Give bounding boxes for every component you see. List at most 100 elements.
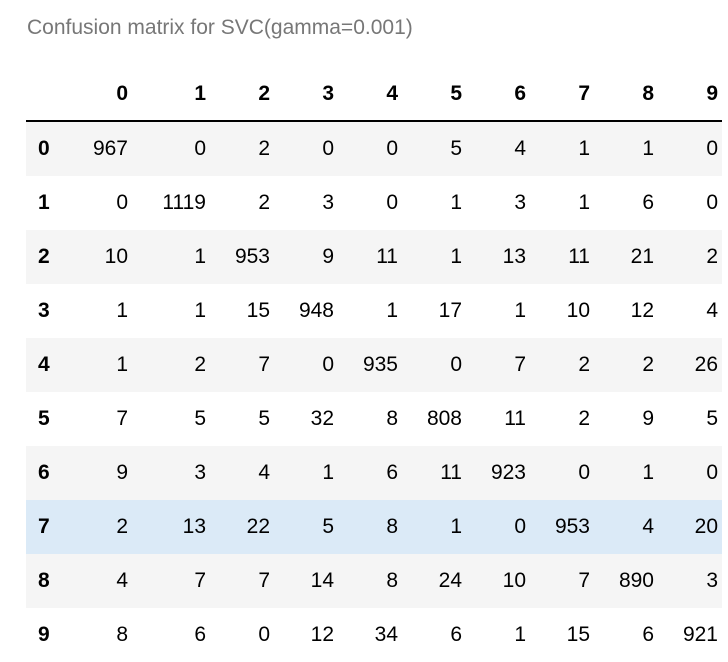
table-cell: 948 xyxy=(298,299,334,322)
table-cell: 22 xyxy=(246,515,270,538)
table-cell: 4 xyxy=(258,461,270,484)
table-cell: 1 xyxy=(194,245,206,268)
table-cell: 0 xyxy=(322,353,334,376)
table-cell: 3 xyxy=(706,569,718,592)
table-cell: 12 xyxy=(310,623,334,646)
row-header: 1 xyxy=(38,191,50,214)
table-cell: 5 xyxy=(322,515,334,538)
row-header: 6 xyxy=(38,461,50,484)
table-cell: 1 xyxy=(450,245,462,268)
table-cell: 5 xyxy=(450,137,462,160)
column-header: 4 xyxy=(334,68,398,122)
table-cell: 5 xyxy=(706,407,718,430)
table-cell: 0 xyxy=(706,461,718,484)
table-cell: 967 xyxy=(92,137,128,160)
row-header: 5 xyxy=(38,407,50,430)
table-cell: 6 xyxy=(642,623,654,646)
table-cell: 1 xyxy=(322,461,334,484)
table-cell: 10 xyxy=(566,299,590,322)
table-cell: 0 xyxy=(578,461,590,484)
table-cell: 8 xyxy=(116,623,128,646)
table-cell: 6 xyxy=(194,623,206,646)
table-cell: 24 xyxy=(438,569,462,592)
table-cell: 5 xyxy=(258,407,270,430)
column-header: 5 xyxy=(398,68,462,122)
table-cell: 11 xyxy=(440,461,462,484)
table-cell: 13 xyxy=(502,245,526,268)
table-cell: 21 xyxy=(630,245,654,268)
table-row: 6 9 3 4 1 6 11 923 0 1 0 xyxy=(26,446,722,500)
table-cell: 7 xyxy=(258,569,270,592)
row-header: 3 xyxy=(38,299,50,322)
column-header: 2 xyxy=(206,68,270,122)
table-caption: Confusion matrix for SVC(gamma=0.001) xyxy=(27,16,413,39)
table-cell: 5 xyxy=(194,407,206,430)
table-cell: 0 xyxy=(706,191,718,214)
table-cell: 9 xyxy=(642,407,654,430)
table-cell: 6 xyxy=(386,461,398,484)
row-header: 7 xyxy=(38,515,50,538)
table-cell: 4 xyxy=(706,299,718,322)
header-row: 0 1 2 3 4 5 6 7 8 9 xyxy=(26,68,722,122)
table-cell: 1 xyxy=(194,299,206,322)
table-cell: 32 xyxy=(310,407,334,430)
table-cell: 2 xyxy=(578,407,590,430)
table-cell: 0 xyxy=(706,137,718,160)
column-header: 0 xyxy=(76,68,128,122)
table-cell: 7 xyxy=(194,569,206,592)
corner-cell xyxy=(26,68,76,122)
table-cell: 11 xyxy=(568,245,590,268)
table-cell: 1 xyxy=(642,137,654,160)
table-cell: 4 xyxy=(116,569,128,592)
table-cell: 10 xyxy=(104,245,128,268)
table-cell: 2 xyxy=(258,191,270,214)
table-cell: 17 xyxy=(438,299,462,322)
table-cell: 20 xyxy=(694,515,718,538)
confusion-matrix-table: 0 1 2 3 4 5 6 7 8 9 0 967 0 2 0 0 5 4 1 1 0 1 0 1119 2… xyxy=(26,68,722,662)
table-cell: 2 xyxy=(116,515,128,538)
table-row: 3 1 1 15 948 1 17 1 10 12 4 xyxy=(26,284,722,338)
table-cell: 11 xyxy=(504,407,526,430)
table-cell: 0 xyxy=(386,191,398,214)
table-cell: 1 xyxy=(386,299,398,322)
table-cell: 26 xyxy=(694,353,718,376)
table-row: 9 8 6 0 12 34 6 1 15 6 921 xyxy=(26,608,722,662)
table-cell: 2 xyxy=(194,353,206,376)
table-cell: 8 xyxy=(386,569,398,592)
row-header: 9 xyxy=(38,623,50,646)
table-row: 7 2 13 22 5 8 1 0 953 4 20 xyxy=(26,500,722,554)
column-header: 7 xyxy=(526,68,590,122)
table-cell: 34 xyxy=(374,623,398,646)
table-cell: 4 xyxy=(642,515,654,538)
column-header: 3 xyxy=(270,68,334,122)
table-cell: 921 xyxy=(682,623,718,646)
table-row: 1 0 1119 2 3 0 1 3 1 6 0 xyxy=(26,176,722,230)
row-header: 0 xyxy=(38,137,50,160)
table-cell: 3 xyxy=(514,191,526,214)
table-header: 0 1 2 3 4 5 6 7 8 9 xyxy=(26,68,722,122)
table-cell: 11 xyxy=(376,245,398,268)
table-cell: 10 xyxy=(502,569,526,592)
table-cell: 953 xyxy=(554,515,590,538)
table-cell: 9 xyxy=(116,461,128,484)
row-header: 2 xyxy=(38,245,50,268)
table-cell: 935 xyxy=(362,353,398,376)
table-cell: 0 xyxy=(194,137,206,160)
table-cell: 1 xyxy=(116,299,128,322)
table-cell: 12 xyxy=(630,299,654,322)
table-cell: 15 xyxy=(246,299,270,322)
table-row: 8 4 7 7 14 8 24 10 7 890 3 xyxy=(26,554,722,608)
table-cell: 808 xyxy=(426,407,462,430)
table-cell: 3 xyxy=(194,461,206,484)
table-cell: 953 xyxy=(234,245,270,268)
table-cell: 1 xyxy=(514,623,526,646)
table-cell: 7 xyxy=(116,407,128,430)
table-cell: 13 xyxy=(182,515,206,538)
table-cell: 923 xyxy=(490,461,526,484)
table-cell: 6 xyxy=(450,623,462,646)
row-header: 4 xyxy=(38,353,50,376)
table-cell: 2 xyxy=(642,353,654,376)
table-row: 2 10 1 953 9 11 1 13 11 21 2 xyxy=(26,230,722,284)
table-cell: 7 xyxy=(514,353,526,376)
table-cell: 1 xyxy=(116,353,128,376)
